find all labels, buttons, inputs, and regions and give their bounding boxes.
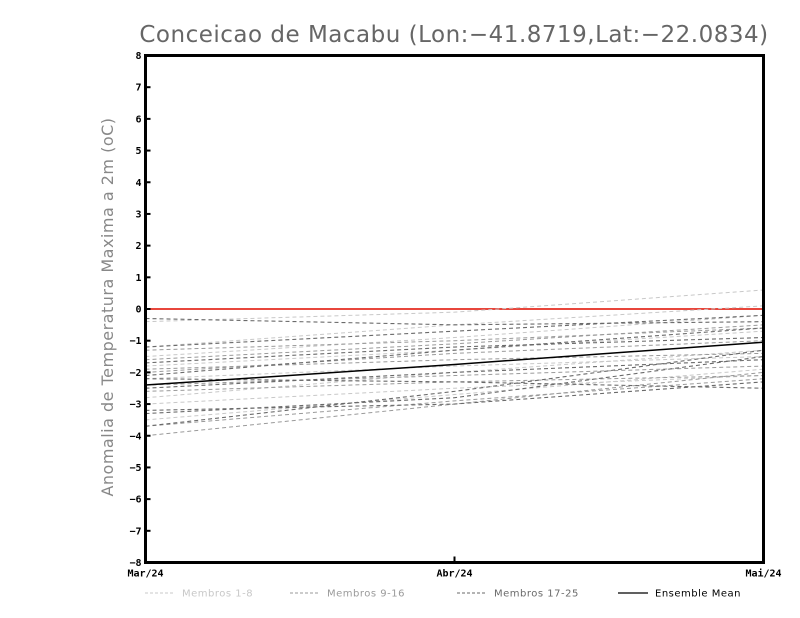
member-line-m12 — [145, 327, 764, 351]
y-tick-label: 1 — [135, 273, 141, 284]
y-tick-label: −7 — [129, 526, 141, 537]
y-tick-label: −1 — [129, 336, 141, 347]
y-tick-label: −3 — [129, 400, 141, 411]
y-tick-label: 6 — [135, 114, 141, 125]
y-tick-label: −5 — [129, 463, 141, 474]
member-line-m25 — [145, 378, 764, 389]
chart-title: Conceicao de Macabu (Lon:−41.8719,Lat:−2… — [139, 22, 768, 48]
member-line-m17 — [145, 317, 764, 326]
member-line-m8 — [145, 368, 764, 421]
x-tick-label: Abr/24 — [436, 569, 472, 580]
member-line-m21 — [145, 349, 764, 427]
x-axis-ticks: Mar/24 Abr/24 Mai/24 — [127, 556, 782, 580]
legend-label: Membros 1-8 — [182, 589, 253, 600]
member-line-m3 — [145, 349, 764, 399]
y-tick-label: 0 — [135, 305, 141, 316]
member-line-m13 — [145, 340, 764, 373]
y-tick-label: 5 — [135, 146, 141, 157]
member-line-m11 — [145, 378, 764, 427]
member-line-m9 — [145, 324, 764, 361]
member-line-m5 — [145, 375, 764, 405]
y-tick-label: −6 — [129, 495, 141, 506]
member-line-m22 — [145, 336, 764, 364]
member-line-m6 — [145, 356, 764, 380]
member-line-m18 — [145, 314, 764, 348]
member-line-m23 — [145, 359, 764, 389]
member-line-m2 — [145, 314, 764, 358]
ensemble-mean-line — [145, 341, 764, 386]
member-line-m1 — [145, 289, 764, 323]
member-line-m10 — [145, 365, 764, 386]
legend-label: Ensemble Mean — [655, 589, 741, 600]
x-tick-label: Mai/24 — [745, 568, 781, 580]
y-axis-ticks: 8 7 6 5 4 3 2 1 0 −1 −2 −3 −4 −5 −6 −7 −8 — [129, 51, 151, 569]
legend-label: Membros 9-16 — [327, 589, 405, 600]
legend: Membros 1-8 Membros 9-16 Membros 17-25 Ense… — [145, 589, 741, 600]
y-tick-label: −2 — [129, 368, 141, 379]
y-tick-label: 4 — [135, 178, 141, 189]
member-line-m20 — [145, 381, 764, 411]
x-tick-label: Mar/24 — [127, 569, 163, 580]
y-tick-label: 2 — [135, 241, 141, 252]
plot-lines — [145, 289, 764, 437]
y-tick-label: 8 — [135, 51, 141, 62]
y-tick-label: 7 — [135, 83, 141, 94]
y-tick-label: −8 — [129, 558, 141, 569]
y-tick-label: 3 — [135, 209, 141, 220]
member-line-m24 — [145, 355, 764, 415]
y-tick-label: −4 — [129, 431, 141, 442]
legend-label: Membros 17-25 — [494, 589, 579, 600]
member-line-m15 — [145, 352, 764, 370]
member-line-m19 — [145, 327, 764, 377]
y-axis-label: Anomalia de Temperatura Maxima a 2m (oC) — [98, 117, 117, 496]
